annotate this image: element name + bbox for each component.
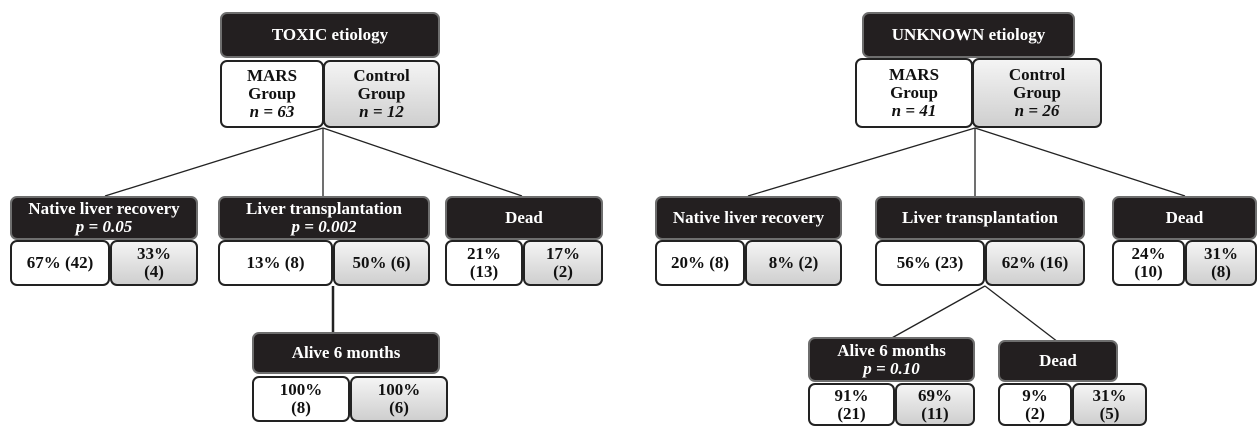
title-box: TOXIC etiology [220, 12, 440, 58]
box-text: (11) [921, 403, 949, 423]
outcome-header: Native liver recovery [655, 196, 842, 240]
box-text: Dead [1039, 351, 1077, 370]
box-text: (13) [469, 262, 499, 281]
outcome-header: Alive 6 months [252, 332, 440, 374]
connector [747, 127, 976, 197]
outcome-header: Liver transplantation p = 0.002 [218, 196, 430, 240]
box-text: Dead [505, 208, 543, 227]
outcome-header: Dead [445, 196, 603, 240]
outcome-cell: 21% (13) [445, 240, 523, 286]
box-text: 100% [279, 380, 323, 399]
outcome-cell: 9% (2) [998, 383, 1072, 426]
box-text: Native liver recovery [672, 208, 825, 227]
group-box: MARS Group n = 41 [855, 58, 973, 128]
box-text: 24% [1131, 244, 1166, 263]
box-text: 67% (42) [26, 253, 94, 272]
outcome-cell: 24% (10) [1112, 240, 1185, 286]
connector [974, 127, 1186, 197]
box-text: Dead [1165, 208, 1204, 227]
box-text: n = 41 [891, 101, 937, 120]
outcome-cell: 33% (4) [110, 240, 198, 286]
box-text: (10) [1134, 262, 1163, 281]
outcome-cell: 13% (8) [218, 240, 333, 286]
outcome-header: Liver transplantation [875, 196, 1085, 240]
connector [322, 127, 523, 197]
title-box: UNKNOWN etiology [862, 12, 1075, 58]
box-text: 56% (23) [896, 253, 964, 272]
box-text: 62% (16) [1001, 253, 1069, 272]
outcome-header: Alive 6 months p = 0.10 [808, 337, 975, 382]
outcome-cell: 100% (6) [350, 376, 448, 422]
box-text: 50% (6) [352, 253, 411, 272]
outcome-cell: 17% (2) [523, 240, 603, 286]
box-text: Alive 6 months [291, 343, 401, 362]
outcome-cell: 56% (23) [875, 240, 985, 286]
box-text: Group [357, 84, 406, 103]
box-text: 8% (2) [768, 253, 819, 272]
outcome-cell: 62% (16) [985, 240, 1085, 286]
outcome-cell: 8% (2) [745, 240, 842, 286]
box-text: 20% (8) [670, 253, 730, 272]
outcome-cell: 31% (5) [1072, 383, 1147, 426]
box-text: n = 26 [1014, 101, 1060, 120]
box-text: Liver transplantation [245, 199, 402, 218]
outcome-cell: 31% (8) [1185, 240, 1257, 286]
box-text: Native liver recovery [28, 199, 180, 218]
box-text: 31% [1092, 385, 1127, 405]
outcome-cell: 50% (6) [333, 240, 430, 286]
outcome-header: Dead [1112, 196, 1257, 240]
box-text: TOXIC etiology [271, 25, 389, 44]
connector [104, 127, 324, 197]
outcome-cell: 67% (42) [10, 240, 110, 286]
box-text: p = 0.10 [863, 358, 920, 378]
outcome-header: Native liver recovery p = 0.05 [10, 196, 198, 240]
box-text: Group [248, 84, 296, 103]
box-text: (2) [553, 262, 573, 281]
box-text: (5) [1099, 403, 1120, 423]
box-text: UNKNOWN etiology [891, 25, 1046, 44]
group-box: MARS Group n = 63 [220, 60, 324, 128]
box-text: 33% [137, 244, 171, 263]
box-text: (21) [837, 403, 866, 423]
box-text: 21% [467, 244, 501, 263]
outcome-cell: 100% (8) [252, 376, 350, 422]
group-box: Control Group n = 26 [972, 58, 1102, 128]
box-text: Group [1013, 83, 1061, 102]
group-box: Control Group n = 12 [323, 60, 440, 128]
box-text: 100% [377, 380, 421, 399]
box-text: 31% [1204, 244, 1238, 263]
box-text: 17% [546, 244, 580, 263]
box-text: (8) [291, 398, 311, 417]
box-text: MARS [246, 66, 298, 85]
box-text: n = 12 [359, 102, 404, 121]
box-text: Control [1008, 65, 1066, 84]
box-text: n = 63 [249, 102, 295, 121]
box-text: (2) [1025, 403, 1045, 423]
box-text: 91% [834, 385, 869, 405]
box-text: Liver transplantation [901, 208, 1058, 227]
box-text: p = 0.002 [291, 217, 357, 236]
box-text: 13% (8) [246, 253, 305, 272]
connector [984, 285, 1059, 343]
connector [889, 285, 986, 340]
box-text: MARS [888, 65, 940, 84]
box-text: (8) [1211, 262, 1231, 281]
box-text: 9% [1022, 385, 1048, 405]
outcome-cell: 69% (11) [895, 383, 975, 426]
box-text: Alive 6 months [837, 340, 946, 360]
outcome-header: Dead [998, 340, 1118, 382]
box-text: (4) [144, 262, 164, 281]
box-text: Group [890, 83, 938, 102]
outcome-cell: 20% (8) [655, 240, 745, 286]
box-text: 69% [918, 385, 952, 405]
box-text: (6) [389, 398, 409, 417]
outcome-cell: 91% (21) [808, 383, 895, 426]
box-text: Control [353, 66, 410, 85]
box-text: p = 0.05 [75, 217, 133, 236]
